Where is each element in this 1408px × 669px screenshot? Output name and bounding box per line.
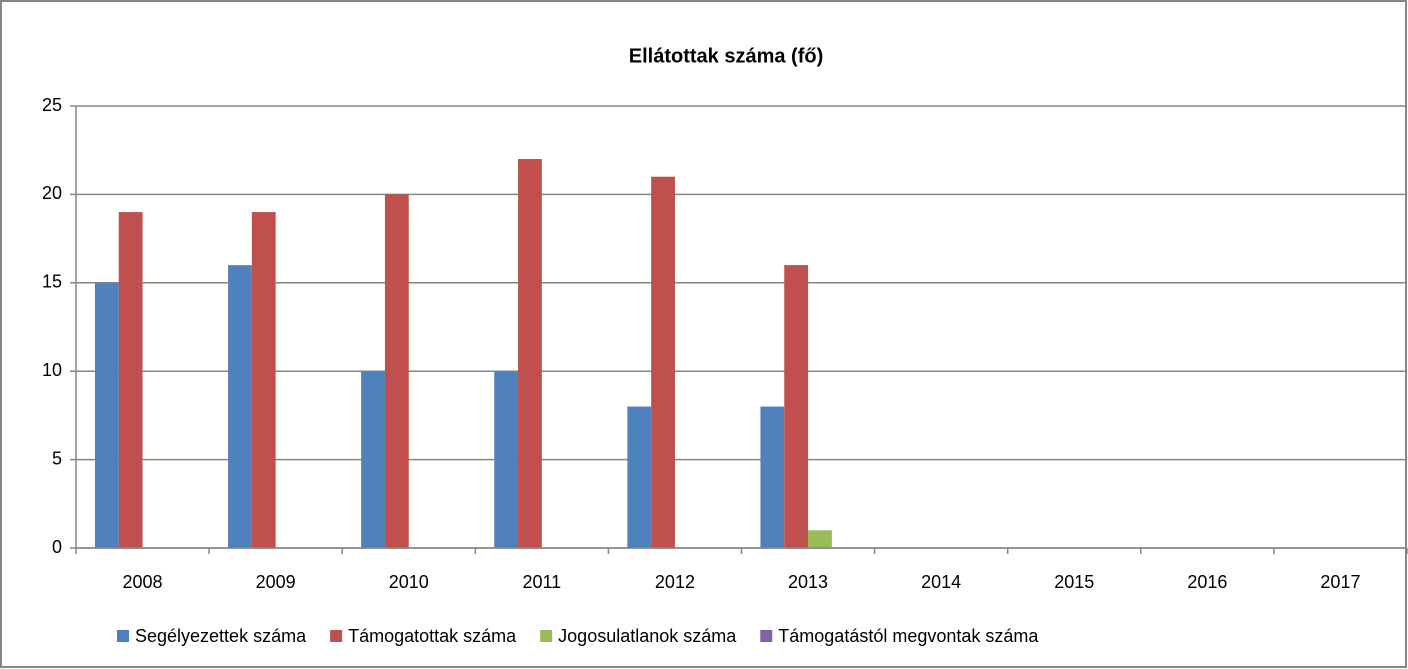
bar xyxy=(384,194,409,548)
x-tick-label: 2011 xyxy=(522,572,561,592)
bar xyxy=(784,265,809,548)
bar xyxy=(251,212,276,548)
legend-label: Jogosulatlanok száma xyxy=(558,626,737,646)
y-tick-label: 20 xyxy=(42,183,62,203)
x-tick-label: 2008 xyxy=(123,572,163,592)
bar xyxy=(228,265,252,548)
bar xyxy=(94,282,119,548)
x-tick-label: 2016 xyxy=(1187,572,1227,592)
legend-swatch xyxy=(117,630,129,642)
legend-label: Támogatástól megvontak száma xyxy=(778,626,1039,646)
bar xyxy=(808,530,832,548)
chart-title: Ellátottak száma (fő) xyxy=(629,45,823,67)
x-tick-label: 2009 xyxy=(256,572,296,592)
bar xyxy=(627,406,652,548)
bar xyxy=(760,406,785,548)
legend-swatch xyxy=(540,630,553,642)
y-tick-label: 25 xyxy=(42,95,62,115)
legend-label: Támogatottak száma xyxy=(348,626,517,646)
x-tick-label: 2017 xyxy=(1320,572,1360,592)
bar xyxy=(494,371,519,548)
y-tick-label: 5 xyxy=(52,448,62,468)
legend-label: Segélyezettek száma xyxy=(135,626,307,646)
x-tick-label: 2014 xyxy=(921,572,961,592)
x-tick-label: 2010 xyxy=(389,572,429,592)
y-tick-label: 0 xyxy=(52,537,62,557)
bar xyxy=(118,212,143,548)
x-tick-label: 2012 xyxy=(655,572,695,592)
y-tick-label: 10 xyxy=(42,360,62,380)
x-tick-label: 2013 xyxy=(788,572,828,592)
bar xyxy=(518,159,542,549)
y-tick-label: 15 xyxy=(42,272,62,292)
legend-swatch xyxy=(330,630,343,642)
legend-swatch xyxy=(760,630,773,642)
x-tick-label: 2015 xyxy=(1054,572,1094,592)
bar xyxy=(651,176,675,548)
bar xyxy=(361,371,385,548)
